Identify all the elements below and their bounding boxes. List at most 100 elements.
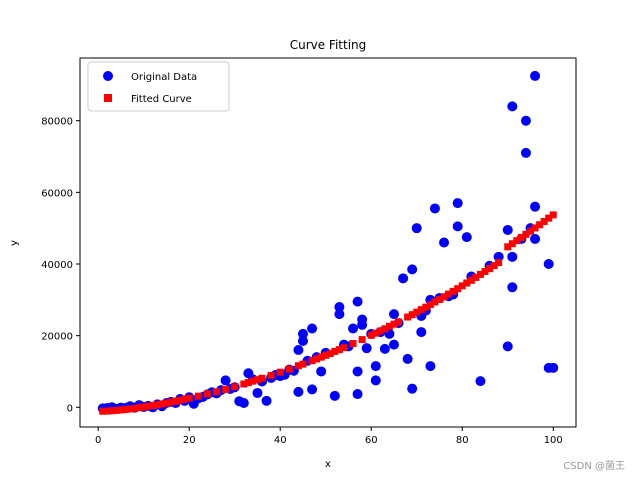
original-data-point	[293, 344, 304, 355]
original-data-point	[530, 70, 541, 81]
x-tick-label: 40	[274, 435, 287, 446]
original-data-point	[307, 384, 318, 395]
fitted-curve-point	[267, 371, 275, 379]
fitted-curve-point	[404, 313, 412, 321]
fitted-curve-point	[340, 344, 348, 352]
fitted-curve-point	[194, 392, 202, 400]
original-data-point	[502, 224, 513, 235]
fitted-curve-point	[140, 403, 148, 411]
fitted-curve-point	[413, 308, 421, 316]
fitted-curve-point	[463, 279, 471, 287]
x-tick-label: 60	[365, 435, 378, 446]
fitted-curve-point	[276, 368, 284, 376]
original-data-point	[261, 395, 272, 406]
fitted-curve-point	[185, 394, 193, 402]
original-data-point	[507, 101, 518, 112]
original-data-point	[507, 282, 518, 293]
fitted-curve-point	[308, 357, 316, 365]
fitted-curve-point	[495, 259, 503, 267]
y-tick-label: 40000	[41, 260, 73, 271]
fitted-curve-point	[149, 402, 157, 410]
fitted-curve-point	[285, 365, 293, 373]
y-tick-label: 80000	[41, 117, 73, 128]
fitted-curve-point	[458, 282, 466, 290]
original-data-point	[357, 319, 368, 330]
fitted-curve-point	[222, 385, 230, 393]
fitted-curve-point	[349, 340, 357, 348]
fitted-curve-point	[299, 360, 307, 368]
original-data-point	[461, 232, 472, 243]
original-data-point	[252, 387, 263, 398]
fitted-curve-point	[176, 396, 184, 404]
y-tick-label: 20000	[41, 332, 73, 343]
fitted-curve-point	[326, 350, 334, 358]
original-data-point	[297, 328, 308, 339]
x-tick-label: 100	[544, 435, 563, 446]
fitted-curve-point	[540, 218, 548, 226]
fitted-curve-point	[508, 240, 516, 248]
original-data-point	[411, 223, 422, 234]
fitted-curve-point	[536, 221, 544, 229]
original-data-point	[507, 251, 518, 262]
fitted-curve-point	[445, 290, 453, 298]
x-axis-label: x	[325, 459, 331, 470]
original-data-point	[439, 237, 450, 248]
fitted-curve-point	[422, 303, 430, 311]
original-data-point	[370, 375, 381, 386]
fitted-curve-point	[240, 380, 248, 388]
fitted-curve-point	[545, 214, 553, 222]
fitted-curve-point	[449, 287, 457, 295]
original-data-point	[388, 339, 399, 350]
original-data-point	[316, 366, 327, 377]
fitted-curve-point	[381, 325, 389, 333]
original-data-point	[407, 383, 418, 394]
fitted-curve-point	[144, 402, 152, 410]
y-axis-label: y	[9, 240, 20, 246]
fitted-curve-point	[376, 327, 384, 335]
fitted-curve-point	[367, 331, 375, 339]
fitted-curve-point	[490, 262, 498, 270]
original-data-point	[334, 309, 345, 320]
fitted-curve-point	[244, 379, 252, 387]
fitted-curve-point	[517, 233, 525, 241]
fitted-curve-point	[99, 407, 107, 415]
fitted-curve-point	[181, 395, 189, 403]
fitted-curve-point	[454, 285, 462, 293]
fitted-curve-point	[258, 374, 266, 382]
original-data-point	[388, 309, 399, 320]
fitted-curve-point	[526, 227, 534, 235]
original-data-point	[352, 366, 363, 377]
fitted-curve-point	[440, 293, 448, 301]
fitted-curve-point	[135, 404, 143, 412]
fitted-curve-point	[253, 376, 261, 384]
fitted-curve-point	[472, 273, 480, 281]
fitted-curve-point	[486, 265, 494, 273]
fitted-curve-point	[335, 346, 343, 354]
original-data-point	[429, 203, 440, 214]
fitted-curve-point	[313, 355, 321, 363]
y-tick-label: 0	[67, 403, 73, 414]
original-data-point	[452, 221, 463, 232]
original-data-point	[520, 115, 531, 126]
fitted-curve-point	[103, 407, 111, 415]
legend-marker-fitted-curve	[104, 94, 112, 102]
x-tick-label: 0	[95, 435, 101, 446]
fitted-curve-point	[385, 322, 393, 330]
fitted-curve-point	[162, 399, 170, 407]
fitted-curve-point	[549, 211, 557, 219]
fitted-curve-point	[172, 397, 180, 405]
fitted-curve-point	[122, 405, 130, 413]
fitted-curve-point	[408, 311, 416, 319]
original-data-point	[334, 301, 345, 312]
fitted-curve-point	[358, 336, 366, 344]
fitted-curve-point	[112, 406, 120, 414]
original-data-point	[502, 341, 513, 352]
fitted-curve-point	[231, 383, 239, 391]
original-data-point	[530, 233, 541, 244]
fitted-curve-point	[390, 320, 398, 328]
x-tick-label: 20	[183, 435, 196, 446]
fitted-curve-point	[153, 401, 161, 409]
fitted-curve-point	[435, 295, 443, 303]
original-data-point	[329, 390, 340, 401]
fitted-curve-point	[249, 377, 257, 385]
